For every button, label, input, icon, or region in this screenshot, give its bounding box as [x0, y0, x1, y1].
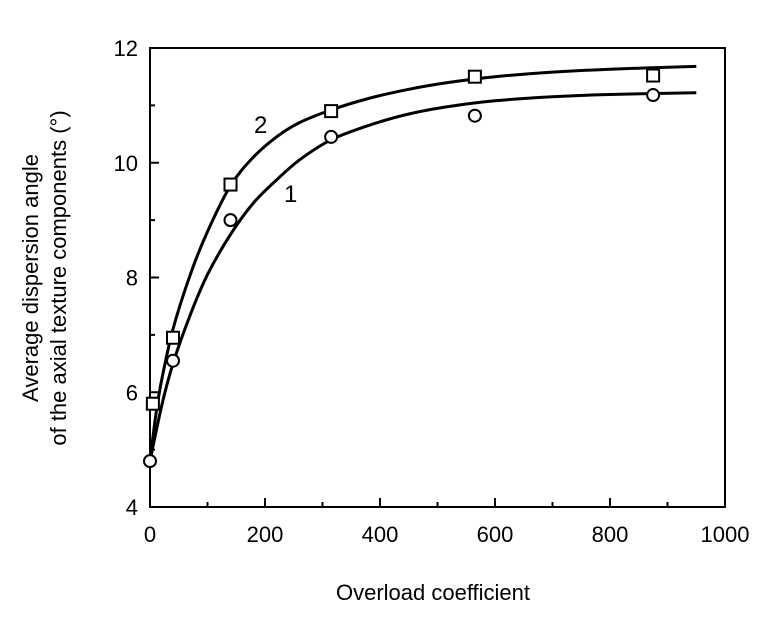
point-series-1-2: [223, 213, 238, 228]
y-tick-label-6: 6: [126, 380, 138, 405]
point-series-1-4: [467, 108, 482, 123]
curve-label-1: 1: [284, 181, 297, 208]
x-tick-label-600: 600: [477, 522, 514, 547]
axes: [149, 47, 726, 508]
labels: Overload coefficient Average dispersion …: [18, 110, 530, 605]
point-series-2-4: [467, 69, 482, 84]
x-tick-label-0: 0: [144, 522, 156, 547]
data-markers: [143, 68, 661, 469]
x-axis-label: Overload coefficient: [336, 580, 530, 605]
fit-curve-1: [148, 91, 697, 462]
y-axis-label-line-1: Average dispersion angle: [18, 154, 43, 402]
y-tick-label-12: 12: [114, 36, 138, 61]
x-tick-label-400: 400: [362, 522, 399, 547]
point-series-2-5: [646, 68, 661, 83]
point-series-1-5: [646, 88, 661, 103]
point-series-2-3: [324, 104, 339, 119]
curve-label-2: 2: [254, 112, 267, 139]
fit-curve-2: [148, 64, 697, 462]
point-series-2-0: [145, 396, 160, 411]
fit-curves: [148, 64, 697, 462]
x-tick-label-1000: 1000: [701, 522, 750, 547]
point-series-1-3: [324, 129, 339, 144]
x-tick-label-800: 800: [592, 522, 629, 547]
plot-frame: [149, 47, 726, 508]
y-axis-label-line-2: of the axial texture components (°): [46, 110, 71, 445]
point-series-2-1: [166, 330, 180, 345]
x-tick-label-200: 200: [247, 522, 284, 547]
y-tick-label-8: 8: [126, 266, 138, 291]
y-tick-label-4: 4: [126, 495, 138, 520]
point-series-2-2: [223, 177, 238, 192]
point-series-1-1: [166, 353, 180, 368]
point-series-1-0: [143, 454, 157, 469]
y-tick-label-10: 10: [114, 151, 138, 176]
